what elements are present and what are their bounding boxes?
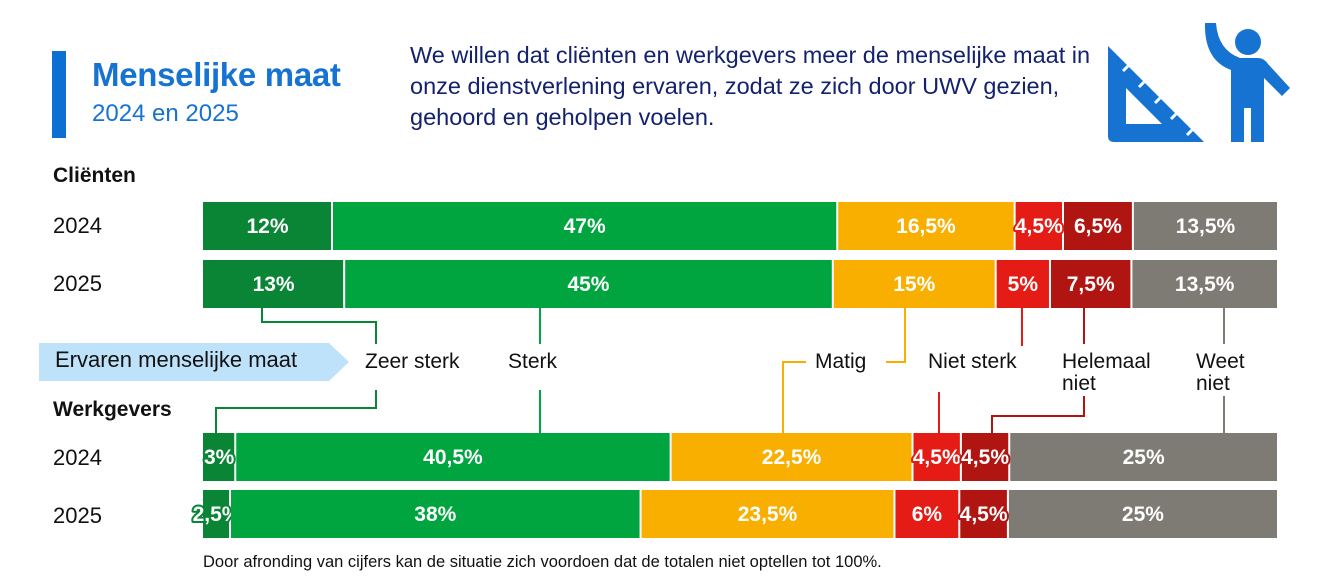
page-title: Menselijke maat xyxy=(92,56,341,93)
bar-segment-helemaal-niet xyxy=(1064,202,1132,250)
bar-value-label: 47% xyxy=(564,215,606,238)
bar-value-label: 13% xyxy=(253,273,295,296)
bar-value-label: 6,5% xyxy=(1074,215,1122,238)
bar-value-label: 15% xyxy=(893,273,935,296)
bar-segment-sterk xyxy=(345,260,832,308)
bar-segment-weet-niet xyxy=(1133,202,1277,250)
bar-segment-niet-sterk xyxy=(1015,202,1062,250)
category-label-sterk: Sterk xyxy=(508,350,558,373)
bar-segment-niet-sterk xyxy=(895,490,959,538)
bar-value-label: 25% xyxy=(1122,503,1164,526)
bar-segment-zeer-sterk xyxy=(203,490,230,538)
bar-value-label: 4,5% xyxy=(960,503,1008,526)
bar-value-label: 13,5% xyxy=(1176,215,1236,238)
connector-line-matig xyxy=(782,361,806,433)
bar-segment-weet-niet xyxy=(1010,433,1277,481)
bar-value-label: 5% xyxy=(1008,273,1039,296)
connector-line-zeer-sterk xyxy=(261,308,377,344)
bar-segment-matig xyxy=(833,260,995,308)
person-waving-icon xyxy=(1204,23,1290,142)
bar-value-label: 25% xyxy=(1123,446,1165,469)
bar-value-label: 7,5% xyxy=(1067,273,1115,296)
legend-title: Ervaren menselijke maat xyxy=(55,347,298,372)
bar-segment-weet-niet xyxy=(1008,490,1277,538)
bar-segment-sterk xyxy=(333,202,837,250)
bar-segment-matig xyxy=(838,202,1014,250)
bar-segment-matig xyxy=(671,433,912,481)
bar-value-label: 13,5% xyxy=(1175,273,1235,296)
year-label: 2025 xyxy=(53,503,102,528)
bar-segment-helemaal-niet xyxy=(961,433,1009,481)
bar-value-label: 38% xyxy=(414,503,456,526)
year-label: 2024 xyxy=(53,445,102,470)
bar-segment-niet-sterk xyxy=(996,260,1049,308)
bar-value-label: 3% xyxy=(204,446,235,469)
connector-line-helemaal-niet xyxy=(991,396,1085,433)
bar-value-label: 6% xyxy=(912,503,943,526)
connector-line-matig xyxy=(886,308,906,363)
bar-value-label: 4,5% xyxy=(913,446,961,469)
intro-text: We willen dat cliënten en werkgevers mee… xyxy=(410,42,1091,130)
bar-segment-weet-niet xyxy=(1132,260,1277,308)
page-subtitle: 2024 en 2025 xyxy=(92,100,239,127)
category-label-weet-niet: Weet niet xyxy=(1196,350,1245,395)
category-label-niet-sterk: Niet sterk xyxy=(928,350,1017,373)
section-employers: Werkgevers xyxy=(53,398,172,421)
year-label: 2025 xyxy=(53,271,102,296)
bar-value-label: 23,5% xyxy=(738,503,798,526)
bar-segment-niet-sterk xyxy=(913,433,960,481)
category-label-matig: Matig xyxy=(815,350,866,373)
bar-value-label: 40,5% xyxy=(423,446,483,469)
footnote: Door afronding van cijfers kan de situat… xyxy=(203,553,882,571)
title-accent-bar xyxy=(52,51,66,138)
bar-segment-zeer-sterk xyxy=(203,260,344,308)
bar-segment-helemaal-niet xyxy=(960,490,1007,538)
year-label: 2024 xyxy=(53,213,102,238)
connector-line-zeer-sterk xyxy=(215,390,377,433)
bar-segment-zeer-sterk xyxy=(203,202,331,250)
bar-segment-sterk xyxy=(236,433,670,481)
bar-value-label: 22,5% xyxy=(762,446,822,469)
bar-value-label: 12% xyxy=(246,215,288,238)
bar-value-label: 16,5% xyxy=(896,215,956,238)
set-square-icon xyxy=(1108,46,1204,142)
legend-arrow xyxy=(39,343,349,381)
header-icons xyxy=(1108,23,1290,142)
bar-segment-zeer-sterk xyxy=(203,433,235,481)
category-label-helemaal-niet: Helemaal niet xyxy=(1062,350,1151,395)
section-clients: Cliënten xyxy=(53,164,136,187)
bar-segment-helemaal-niet xyxy=(1050,260,1131,308)
category-label-zeer-sterk: Zeer sterk xyxy=(365,350,460,373)
bar-segment-sterk xyxy=(231,490,640,538)
bar-segment-matig xyxy=(641,490,894,538)
bar-value-label: 45% xyxy=(567,273,609,296)
bar-value-label: 4,5% xyxy=(961,446,1009,469)
bar-value-label: 4,5% xyxy=(1015,215,1063,238)
